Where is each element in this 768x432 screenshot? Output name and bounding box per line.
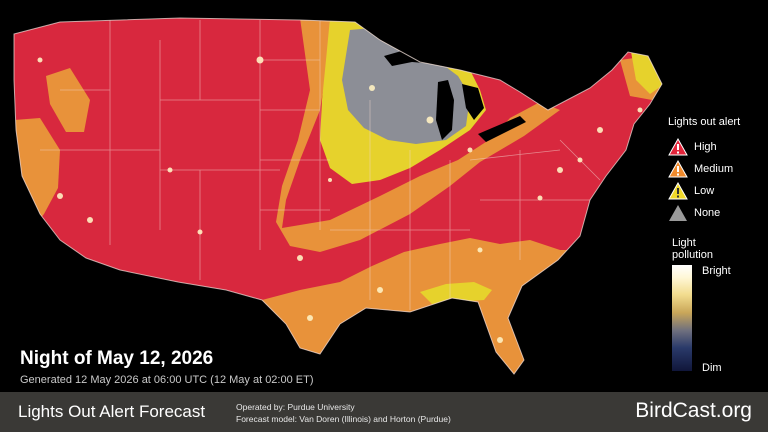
generated-timestamp: Generated 12 May 2026 at 06:00 UTC (12 M… [20, 374, 314, 386]
city-lights [37, 56, 643, 343]
light-pollution-scale [672, 265, 692, 371]
medium-alert-region-northwest [46, 68, 90, 132]
light-pollution-title: Light pollution [672, 237, 713, 261]
operated-by-text: Operated by: Purdue University [236, 402, 355, 412]
forecast-night-title: Night of May 12, 2026 [20, 348, 214, 369]
legend-label: None [694, 207, 721, 219]
legend-title: Lights out alert [668, 116, 741, 128]
legend-item-none: None [668, 202, 764, 224]
alert-triangle-icon [668, 160, 688, 178]
state-boundaries [40, 20, 601, 310]
footer-bar: Lights Out Alert Forecast Operated by: P… [0, 392, 768, 432]
legend-item-medium: Medium [668, 158, 764, 180]
footer-title: Lights Out Alert Forecast [18, 402, 206, 421]
legend-label: Low [694, 185, 715, 197]
light-pollution-bright-label: Bright [702, 265, 731, 277]
lake-huron [462, 84, 484, 120]
legend-label: Medium [694, 163, 734, 175]
alert-triangle-icon [668, 138, 688, 156]
lake-erie [478, 116, 526, 142]
us-map [13, 17, 663, 375]
alert-triangle-icon [668, 182, 688, 200]
forecast-model-text: Forecast model: Van Doren (Illinois) and… [236, 414, 451, 424]
alert-legend: Lights out alert High Medium Low None [668, 116, 764, 224]
legend-item-high: High [668, 136, 764, 158]
light-pollution-dim-label: Dim [702, 362, 722, 374]
low-alert-region-gulf [420, 282, 492, 304]
legend-label: High [694, 141, 717, 153]
lake-michigan [436, 80, 454, 140]
triangle-icon [669, 205, 687, 221]
legend-item-low: Low [668, 180, 764, 202]
birdcast-brand-link[interactable]: BirdCast.org [635, 399, 752, 422]
medium-alert-band-east [276, 18, 560, 252]
footer-credits: Operated by: Purdue University Forecast … [236, 401, 451, 425]
forecast-map [13, 17, 663, 375]
